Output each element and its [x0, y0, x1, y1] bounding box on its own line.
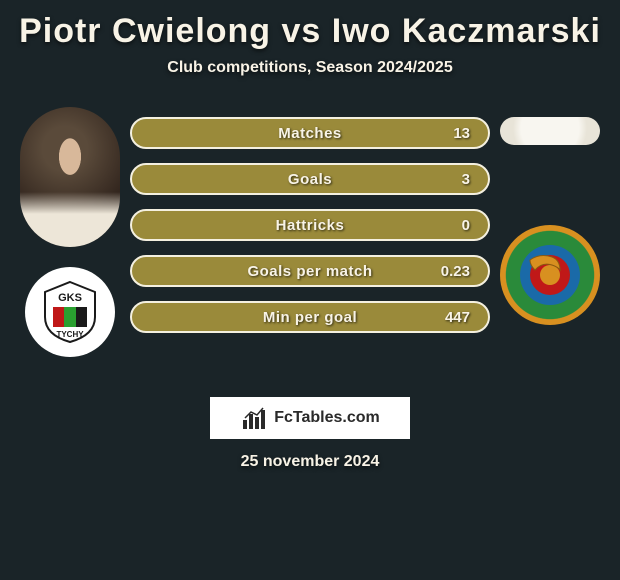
stat-label: Min per goal	[150, 309, 470, 326]
stat-value: 0	[462, 217, 470, 234]
stat-value: 3	[462, 171, 470, 188]
date: 25 november 2024	[0, 453, 620, 471]
stat-row-matches: Matches 13	[130, 117, 490, 149]
chart-icon	[240, 404, 268, 432]
comparison-panel: GKS TYCHY Matches 13 Goals 3 Hattricks 0…	[0, 107, 620, 357]
stat-row-hattricks: Hattricks 0	[130, 209, 490, 241]
stat-label: Goals	[150, 171, 470, 188]
stat-label: Matches	[150, 125, 470, 142]
stat-row-goals: Goals 3	[130, 163, 490, 195]
stats-column: Matches 13 Goals 3 Hattricks 0 Goals per…	[130, 107, 490, 333]
miedz-crest-icon	[510, 235, 590, 315]
stat-row-min-per-goal: Min per goal 447	[130, 301, 490, 333]
svg-text:TYCHY: TYCHY	[56, 330, 84, 339]
gks-crest-icon: GKS TYCHY	[35, 277, 105, 347]
stat-value: 0.23	[441, 263, 470, 280]
watermark-text: FcTables.com	[274, 409, 380, 427]
player-avatar-right	[500, 117, 600, 145]
watermark: FcTables.com	[210, 397, 410, 439]
page-title: Piotr Cwielong vs Iwo Kaczmarski	[0, 0, 620, 59]
stat-value: 13	[453, 125, 470, 142]
stat-label: Goals per match	[150, 263, 470, 280]
stat-row-goals-per-match: Goals per match 0.23	[130, 255, 490, 287]
left-column: GKS TYCHY	[10, 107, 130, 357]
subtitle: Club competitions, Season 2024/2025	[0, 59, 620, 77]
club-badge-left: GKS TYCHY	[25, 267, 115, 357]
svg-text:GKS: GKS	[58, 292, 82, 304]
club-badge-right	[500, 225, 600, 325]
right-column	[490, 107, 610, 325]
stat-value: 447	[445, 309, 470, 326]
player-avatar-left	[20, 107, 120, 247]
stat-label: Hattricks	[150, 217, 470, 234]
